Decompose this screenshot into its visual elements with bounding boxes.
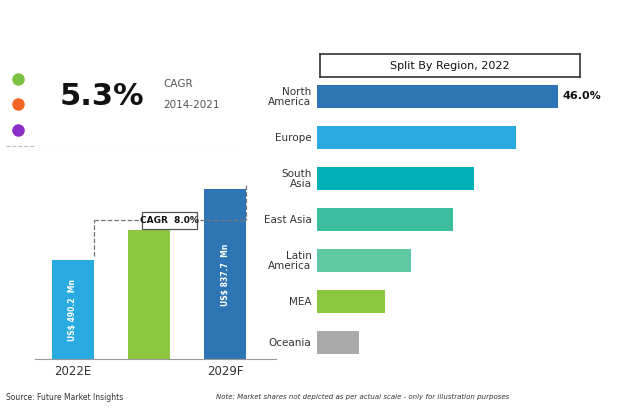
Text: Note: Market shares not depicted as per actual scale - only for illustration pur: Note: Market shares not depicted as per … [216, 394, 509, 400]
Text: CAGR  8.0%: CAGR 8.0% [140, 216, 199, 225]
Bar [128, 229, 169, 359]
Text: fmi: fmi [533, 13, 567, 32]
Text: 5.3%: 5.3% [60, 82, 144, 111]
Text: Source: Future Market Insights: Source: Future Market Insights [6, 393, 124, 402]
Text: Analysis 2022-2029: Analysis 2022-2029 [11, 44, 157, 57]
Text: CAGR: CAGR [163, 79, 193, 89]
Bar [204, 189, 245, 359]
Text: 46.0%: 46.0% [562, 92, 601, 102]
Bar [317, 166, 474, 190]
Text: US$ 490.2  Mn: US$ 490.2 Mn [68, 279, 77, 341]
Bar [317, 290, 385, 314]
Bar [317, 249, 411, 273]
Text: Future Market Insights: Future Market Insights [515, 48, 585, 53]
Text: 2014-2021: 2014-2021 [163, 99, 219, 110]
Bar [317, 331, 359, 354]
FancyBboxPatch shape [142, 212, 197, 229]
Bar [317, 208, 453, 231]
Bar [317, 125, 516, 149]
Text: Split By Region, 2022: Split By Region, 2022 [391, 61, 510, 71]
Bar [317, 84, 559, 108]
Text: US$ 837.7  Mn: US$ 837.7 Mn [221, 243, 230, 306]
Bar [52, 260, 93, 359]
Text: Global Mucosal Atomization Devices Market: Global Mucosal Atomization Devices Marke… [11, 16, 340, 29]
